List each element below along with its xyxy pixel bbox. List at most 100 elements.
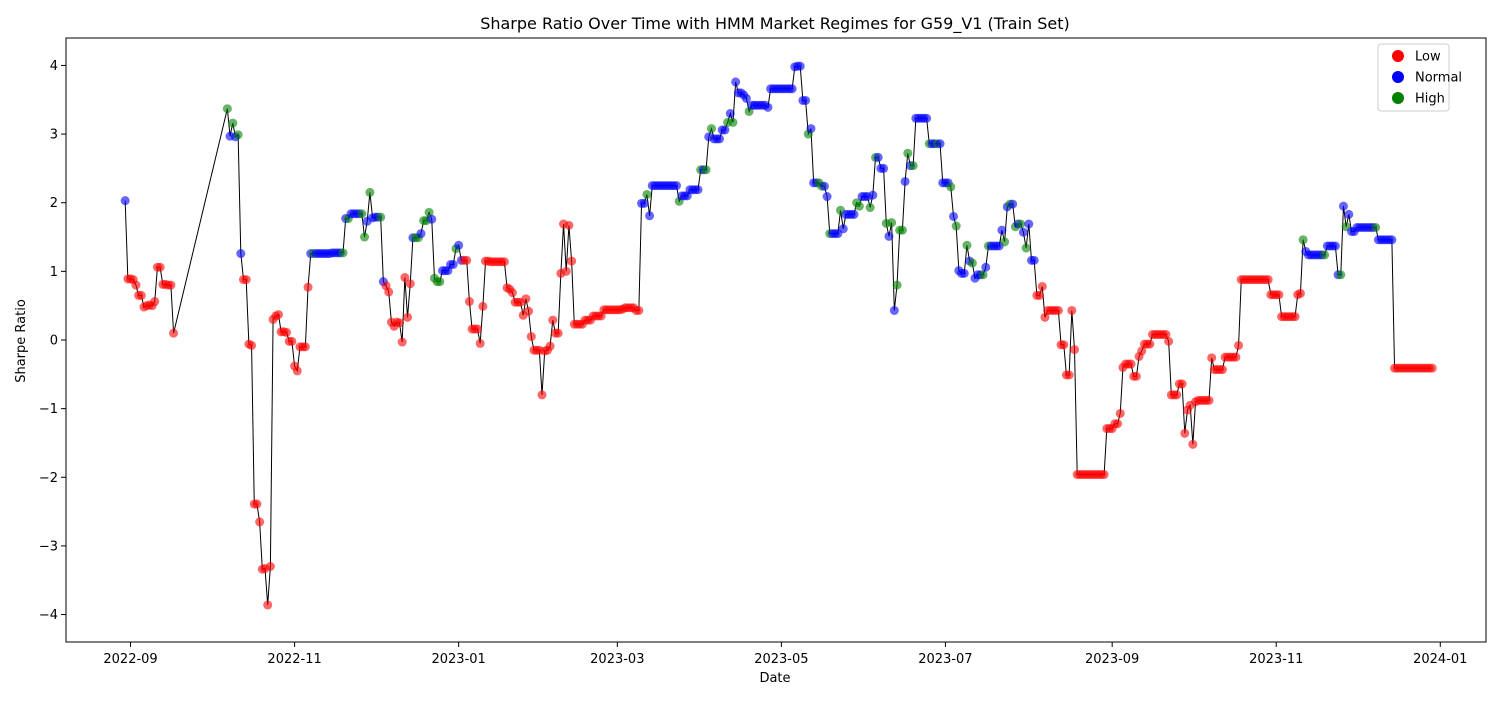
y-axis-label: Sharpe Ratio bbox=[14, 299, 29, 383]
point-low bbox=[1290, 312, 1300, 322]
point-high bbox=[1021, 243, 1031, 253]
point-low bbox=[462, 255, 472, 265]
point-low bbox=[1131, 371, 1141, 381]
point-low bbox=[1059, 340, 1069, 350]
legend-label-low: Low bbox=[1415, 50, 1441, 65]
point-low bbox=[1177, 379, 1187, 389]
point-high bbox=[701, 165, 711, 175]
point-normal bbox=[838, 224, 848, 234]
plot-area: 4 3 2 1 0 −1 −2 −3 −4 2022-09 2022-11 2023-01 2023-0… bbox=[39, 37, 1487, 667]
point-low bbox=[397, 337, 407, 347]
y-tick-label: −1 bbox=[39, 402, 58, 417]
point-low bbox=[1263, 275, 1273, 285]
point-normal bbox=[645, 211, 655, 221]
point-low bbox=[273, 310, 283, 320]
point-high bbox=[854, 201, 864, 211]
point-high bbox=[360, 232, 370, 242]
point-low bbox=[472, 324, 482, 334]
point-normal bbox=[1024, 219, 1034, 229]
point-low bbox=[567, 256, 577, 266]
point-normal bbox=[1330, 241, 1340, 251]
point-low bbox=[1217, 365, 1227, 375]
point-low bbox=[1234, 340, 1244, 350]
y-tick-label: −2 bbox=[39, 471, 58, 486]
point-low bbox=[1113, 419, 1123, 429]
sharpe-line bbox=[124, 65, 1433, 605]
x-axis-label: Date bbox=[759, 671, 790, 686]
point-normal bbox=[795, 61, 805, 71]
x-tick-label: 2022-11 bbox=[267, 652, 321, 667]
point-low bbox=[400, 273, 410, 283]
point-low bbox=[1427, 363, 1437, 373]
point-normal bbox=[997, 225, 1007, 235]
point-low bbox=[1035, 290, 1045, 300]
x-tick-label: 2023-07 bbox=[918, 652, 972, 667]
y-tick-label: 1 bbox=[50, 265, 58, 280]
point-low bbox=[263, 600, 273, 610]
point-low bbox=[1137, 346, 1147, 356]
point-high bbox=[1298, 235, 1308, 245]
x-tick-label: 2023-11 bbox=[1249, 652, 1303, 667]
point-low bbox=[300, 342, 310, 352]
x-tick-label: 2023-01 bbox=[431, 652, 485, 667]
point-low bbox=[1145, 339, 1155, 349]
point-normal bbox=[120, 196, 130, 206]
point-high bbox=[978, 270, 988, 280]
y-tick-label: −4 bbox=[39, 608, 58, 623]
point-low bbox=[1115, 408, 1125, 418]
point-high bbox=[228, 118, 238, 128]
y-tick-label: 3 bbox=[50, 128, 58, 143]
point-normal bbox=[639, 198, 649, 208]
point-high bbox=[908, 161, 918, 171]
point-low bbox=[131, 280, 141, 290]
point-low bbox=[405, 279, 415, 289]
point-low bbox=[561, 266, 571, 276]
point-low bbox=[564, 220, 574, 230]
point-low bbox=[252, 499, 262, 509]
x-tick-label: 2023-03 bbox=[590, 652, 644, 667]
point-normal bbox=[671, 181, 681, 191]
point-low bbox=[292, 366, 302, 376]
legend-marker-normal bbox=[1392, 71, 1404, 83]
point-low bbox=[241, 275, 251, 285]
y-tick-label: 4 bbox=[50, 59, 58, 74]
point-low bbox=[1053, 305, 1063, 315]
point-high bbox=[892, 280, 902, 290]
point-low bbox=[255, 517, 265, 527]
point-high bbox=[435, 277, 445, 287]
point-normal bbox=[741, 93, 751, 103]
y-tick-label: 0 bbox=[50, 334, 58, 349]
point-normal bbox=[801, 95, 811, 105]
plot-frame bbox=[65, 37, 1487, 643]
point-low bbox=[403, 312, 413, 322]
point-low bbox=[634, 305, 644, 315]
point-low bbox=[1207, 353, 1217, 363]
point-normal bbox=[889, 305, 899, 315]
point-normal bbox=[1344, 209, 1354, 219]
chart-title: Sharpe Ratio Over Time with HMM Market R… bbox=[480, 14, 1070, 34]
point-normal bbox=[454, 240, 464, 250]
point-normal bbox=[981, 262, 991, 272]
point-normal bbox=[693, 185, 703, 195]
point-low bbox=[1099, 470, 1109, 480]
point-low bbox=[247, 340, 257, 350]
point-high bbox=[951, 221, 961, 231]
point-low bbox=[166, 280, 176, 290]
point-low bbox=[1070, 345, 1080, 355]
point-low bbox=[1188, 439, 1198, 449]
point-low bbox=[303, 282, 313, 292]
point-normal bbox=[819, 181, 829, 191]
point-normal bbox=[731, 77, 741, 87]
point-normal bbox=[720, 125, 730, 135]
point-low bbox=[1126, 359, 1136, 369]
point-high bbox=[887, 218, 897, 228]
point-high bbox=[376, 212, 386, 222]
point-low bbox=[464, 297, 474, 307]
point-low bbox=[499, 257, 509, 267]
point-normal bbox=[448, 260, 458, 269]
point-normal bbox=[715, 134, 725, 144]
point-normal bbox=[849, 209, 859, 219]
point-normal bbox=[725, 109, 735, 118]
point-low bbox=[521, 294, 531, 304]
legend-label-high: High bbox=[1415, 92, 1445, 107]
